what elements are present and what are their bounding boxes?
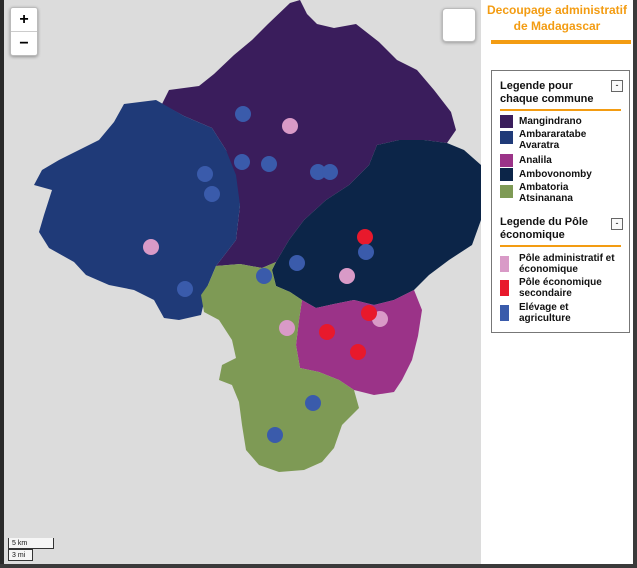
scale-km: 5 km — [8, 538, 54, 549]
side-panel: Decoupage administratif de Madagascar Le… — [481, 0, 633, 564]
pole-agri-marker[interactable] — [358, 244, 374, 260]
pole-agri-marker[interactable] — [310, 164, 326, 180]
region-mangindrano[interactable] — [162, 0, 456, 268]
pole-agri-marker[interactable] — [256, 268, 272, 284]
pole-markers — [143, 106, 388, 443]
window-right-border — [633, 0, 637, 564]
pole-secondary-marker[interactable] — [319, 324, 335, 340]
map-canvas[interactable] — [4, 0, 481, 564]
pole-agri-marker[interactable] — [235, 106, 251, 122]
pole-admin-marker[interactable] — [282, 118, 298, 134]
pole-agri-marker[interactable] — [177, 281, 193, 297]
pole-admin-marker[interactable] — [279, 320, 295, 336]
pole-agri-marker[interactable] — [234, 154, 250, 170]
legend-label: Ambararatabe Avaratra — [519, 129, 587, 151]
scale-bar: 5 km 3 mi — [8, 538, 54, 561]
pole-admin-marker[interactable] — [339, 268, 355, 284]
scale-mi: 3 mi — [8, 549, 33, 561]
legend-communes-divider — [500, 109, 621, 111]
region-analila[interactable] — [296, 290, 422, 395]
legend-label: Ambatoria Atsinanana — [519, 182, 573, 204]
pole-secondary-marker[interactable] — [357, 229, 373, 245]
window-bottom-border — [0, 564, 637, 568]
pole-agri-marker[interactable] — [261, 156, 277, 172]
legend-poles-title: Legende du Pôle économique — [500, 216, 589, 241]
legend-communes-collapse-button[interactable]: - — [611, 80, 623, 92]
swatch-mangindrano — [500, 115, 513, 128]
region-ambovonomby[interactable] — [272, 140, 481, 308]
swatch-ambatoria — [500, 185, 513, 198]
legend-label: Pôle administratif et économique — [519, 253, 615, 275]
swatch-ambovonomby — [500, 168, 513, 181]
zoom-control: + − — [10, 7, 38, 56]
layer-control-button[interactable] — [442, 8, 476, 42]
swatch-ambararatabe — [500, 131, 513, 144]
legend-communes-title: Legende pour chaque commune — [500, 80, 594, 105]
pole-agri-marker[interactable] — [197, 166, 213, 182]
zoom-out-button[interactable]: − — [11, 31, 37, 55]
pole-agri-marker[interactable] — [204, 186, 220, 202]
legend-label: Ambovonomby — [519, 169, 592, 180]
pole-agri-marker[interactable] — [267, 427, 283, 443]
legend-label: Elévage et agriculture — [519, 302, 571, 324]
pole-secondary-marker[interactable] — [361, 305, 377, 321]
window-left-border — [0, 0, 4, 564]
map-area[interactable]: + − 5 km 3 mi — [4, 0, 481, 564]
swatch-pole-agri — [500, 305, 509, 321]
region-ambararatabe-avaratra[interactable] — [34, 100, 240, 320]
legend-poles-divider — [500, 245, 621, 247]
pole-agri-marker[interactable] — [289, 255, 305, 271]
legend-label: Pôle économique secondaire — [519, 277, 602, 299]
legend-label: Analila — [519, 155, 552, 166]
legend-box: Legende pour chaque commune - Mangindran… — [491, 70, 630, 333]
pole-agri-marker[interactable] — [305, 395, 321, 411]
legend-poles-collapse-button[interactable]: - — [611, 218, 623, 230]
panel-title: Decoupage administratif de Madagascar — [486, 3, 628, 33]
region-ambatoria-atsinanana[interactable] — [201, 262, 359, 472]
zoom-in-button[interactable]: + — [19, 11, 29, 28]
legend-label: Mangindrano — [519, 116, 582, 127]
swatch-pole-secondary — [500, 280, 509, 296]
swatch-analila — [500, 154, 513, 167]
title-divider — [491, 40, 631, 44]
pole-admin-marker[interactable] — [143, 239, 159, 255]
pole-secondary-marker[interactable] — [350, 344, 366, 360]
pole-agri-marker[interactable] — [322, 164, 338, 180]
swatch-pole-admin — [500, 256, 509, 272]
